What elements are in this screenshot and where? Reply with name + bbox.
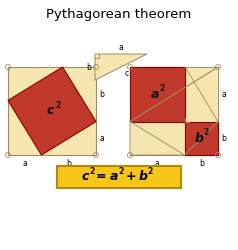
Polygon shape xyxy=(184,67,218,122)
Text: b: b xyxy=(221,134,226,143)
Text: 2: 2 xyxy=(89,168,95,176)
Text: c: c xyxy=(125,69,129,78)
Text: b: b xyxy=(195,132,204,145)
Text: =: = xyxy=(96,170,106,183)
Text: a: a xyxy=(110,170,118,183)
Text: b: b xyxy=(66,159,71,168)
Text: a: a xyxy=(151,88,159,101)
Text: b: b xyxy=(86,62,91,72)
Text: 2: 2 xyxy=(160,84,165,93)
Text: b: b xyxy=(139,170,148,183)
Bar xyxy=(8,67,96,155)
Text: +: + xyxy=(126,170,136,183)
Text: a: a xyxy=(22,159,27,168)
Text: 2: 2 xyxy=(55,100,61,110)
FancyBboxPatch shape xyxy=(57,166,181,188)
Text: 2: 2 xyxy=(204,128,209,137)
Polygon shape xyxy=(130,122,184,155)
Bar xyxy=(130,67,184,122)
Text: a: a xyxy=(119,43,123,52)
Text: b: b xyxy=(99,90,104,99)
Bar xyxy=(184,122,218,155)
Text: a: a xyxy=(155,159,160,168)
Text: 2: 2 xyxy=(118,168,124,176)
Polygon shape xyxy=(8,67,96,155)
Text: a: a xyxy=(221,90,226,99)
Polygon shape xyxy=(95,54,147,80)
Text: a: a xyxy=(99,134,104,143)
Text: c: c xyxy=(46,104,54,118)
Text: c: c xyxy=(81,170,89,183)
Text: b: b xyxy=(199,159,204,168)
Bar xyxy=(130,67,218,155)
Text: 2: 2 xyxy=(147,168,153,176)
Text: Pythagorean theorem: Pythagorean theorem xyxy=(46,8,192,21)
